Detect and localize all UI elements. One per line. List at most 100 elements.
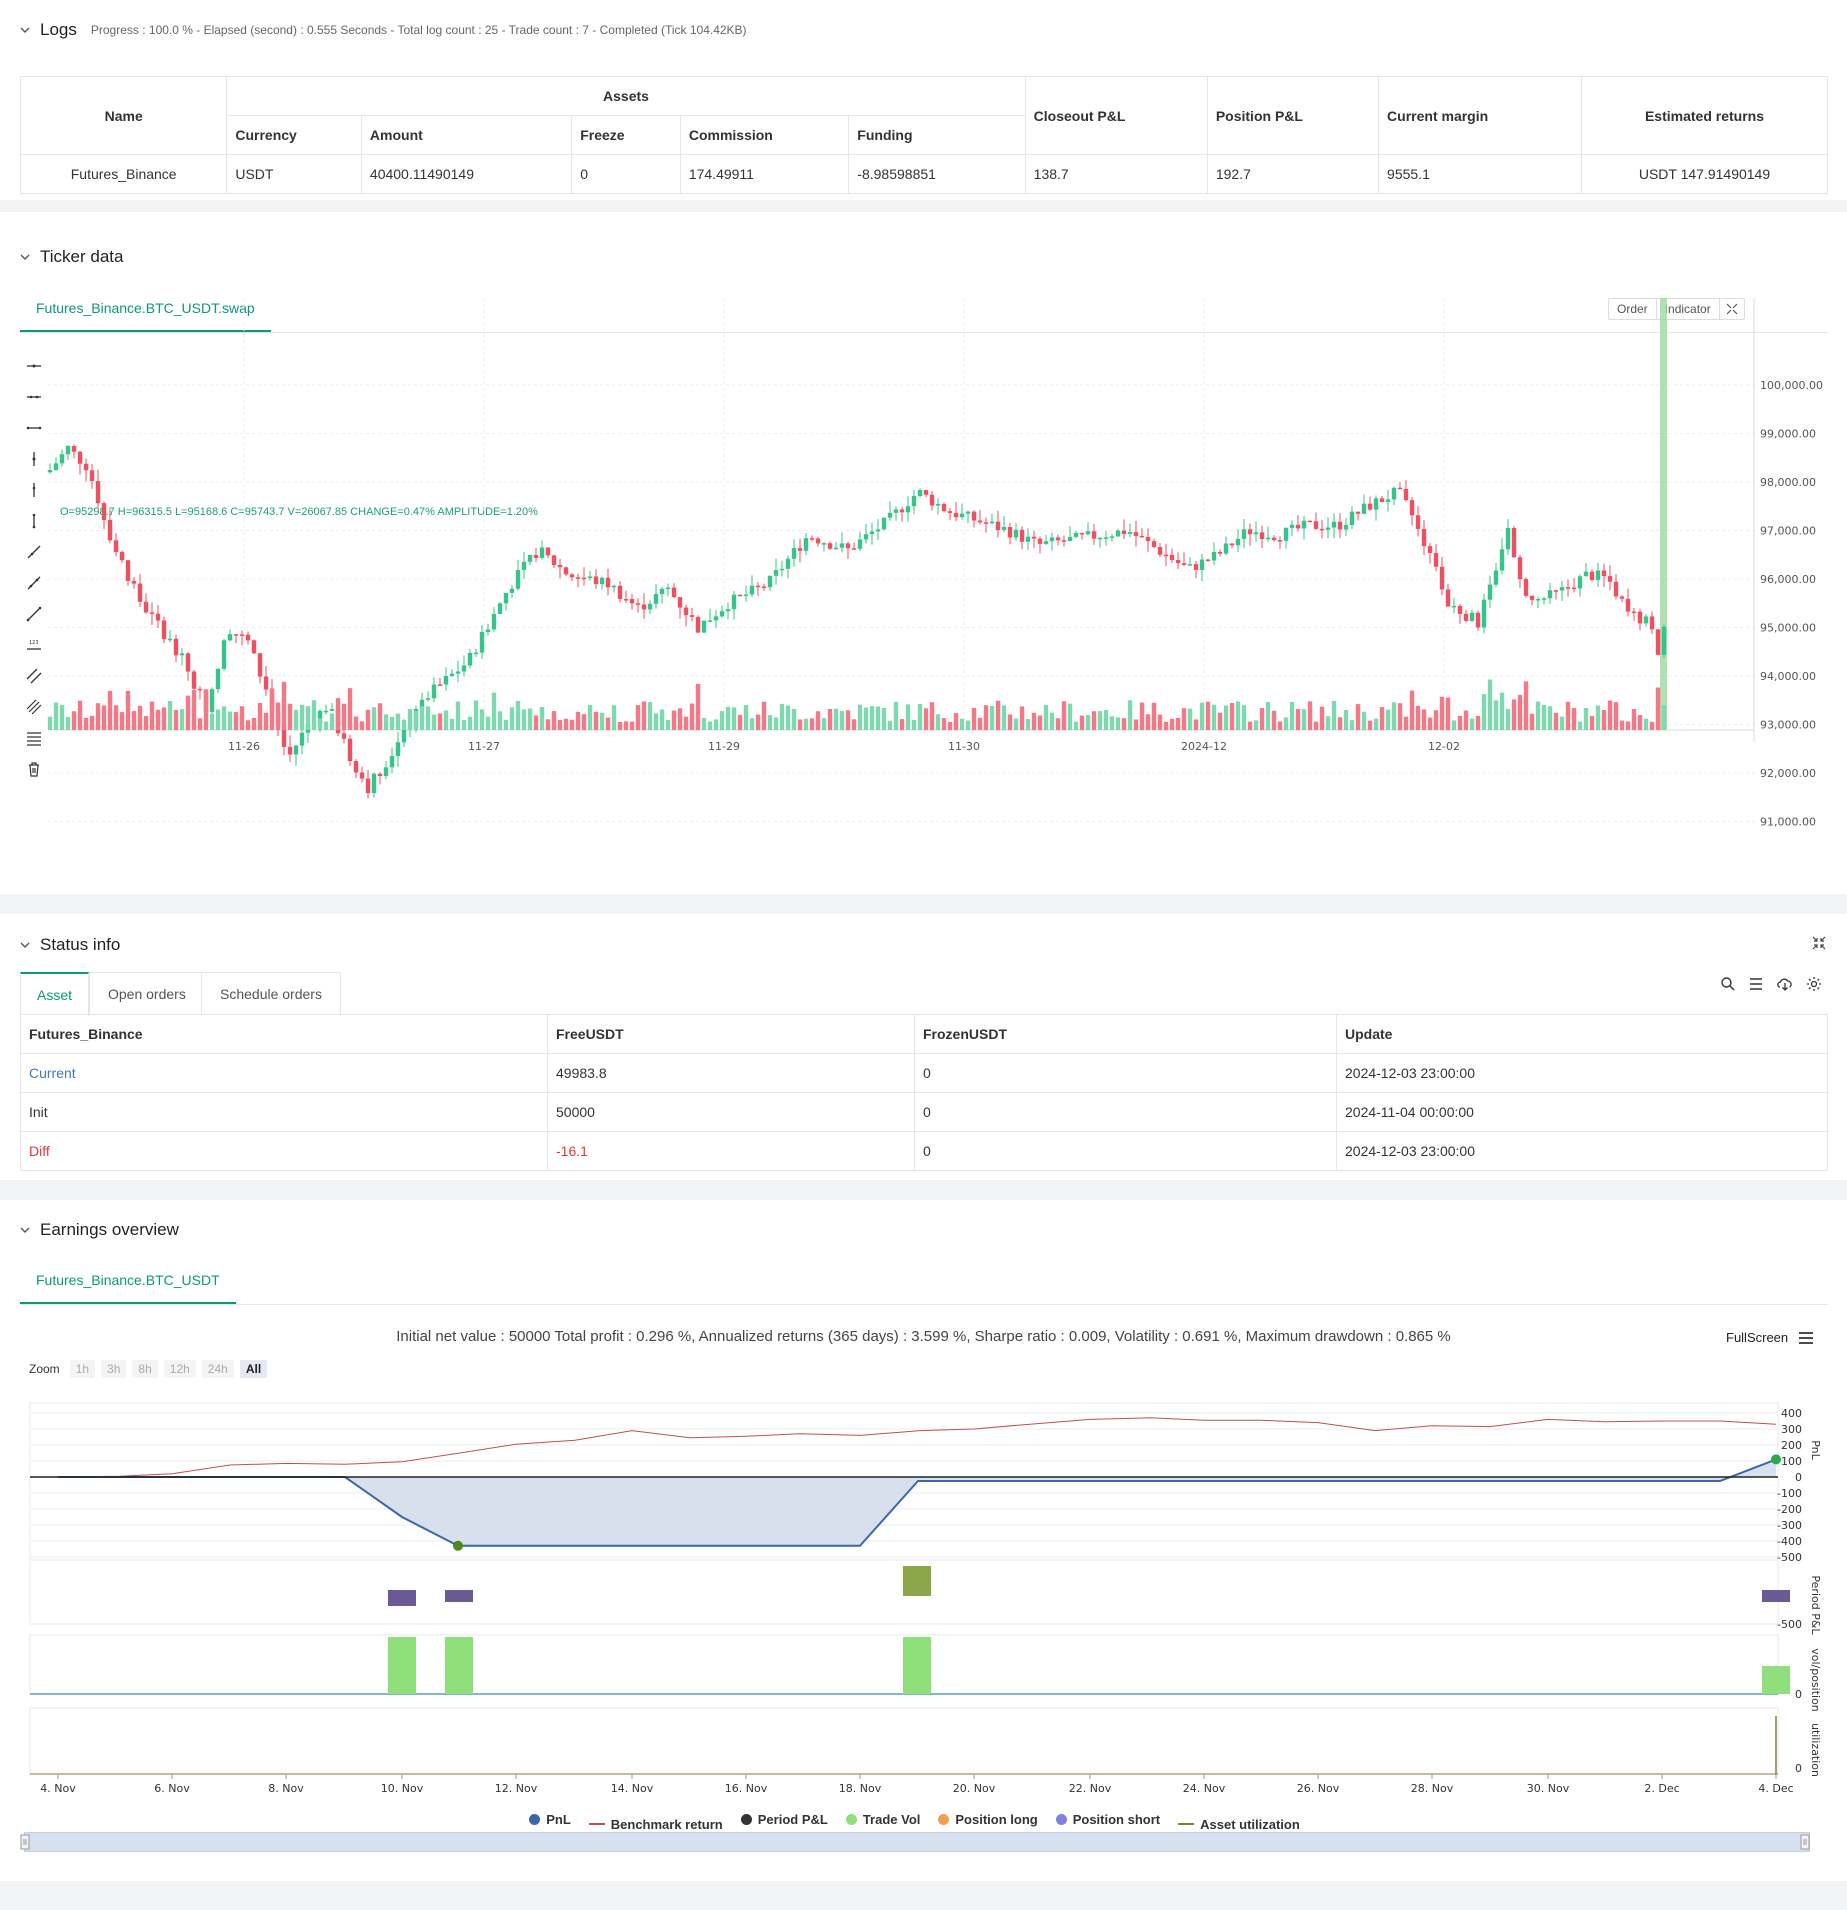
candle-body [455, 671, 461, 674]
candle-body [1637, 611, 1643, 624]
ticker-header[interactable]: Ticker data [20, 242, 123, 272]
trend-ray-icon[interactable] [26, 544, 42, 560]
candle-body [701, 620, 707, 633]
candle-body [1115, 530, 1121, 537]
search-icon[interactable] [1720, 976, 1736, 992]
earnings-header[interactable]: Earnings overview [20, 1215, 179, 1245]
volume-bar [1313, 721, 1319, 730]
tab-btc-usdt-swap[interactable]: Futures_Binance.BTC_USDT.swap [20, 286, 271, 332]
cell-funding: -8.98598851 [848, 154, 1026, 194]
list-icon[interactable] [1748, 976, 1764, 992]
candle-body [905, 506, 911, 513]
indicator-button[interactable]: Indicator [1657, 299, 1720, 319]
parallel-lines-icon[interactable] [26, 668, 42, 684]
volume-bar [1349, 720, 1355, 730]
status-header[interactable]: Status info [20, 930, 120, 960]
tab-asset[interactable]: Asset [20, 972, 90, 1016]
logs-header[interactable]: Logs Progress : 100.0 % - Elapsed (secon… [20, 15, 747, 45]
candle-body [1199, 559, 1205, 570]
earnings-title: Earnings overview [40, 1220, 179, 1239]
col-frozen: FrozenUSDT [914, 1014, 1337, 1054]
legend-item[interactable]: Benchmark return [588, 1817, 723, 1832]
volume-bar [635, 705, 641, 730]
candle-body [869, 531, 875, 535]
legend-item[interactable]: Asset utilization [1178, 1817, 1300, 1832]
candle-body [1025, 536, 1031, 542]
candle-body [83, 463, 89, 471]
candle-body [935, 503, 941, 506]
collapse-icon[interactable] [1812, 936, 1826, 950]
tab-schedule-orders[interactable]: Schedule orders [201, 972, 341, 1015]
date-tick-label: 11-29 [708, 740, 740, 753]
volume-bar [575, 711, 581, 730]
legend-item[interactable]: Position long [938, 1812, 1038, 1827]
horizontal-line-icon[interactable] [26, 389, 42, 405]
table-row: Diff -16.1 0 2024-12-03 23:00:00 [20, 1131, 1828, 1171]
menu-icon[interactable] [1798, 1331, 1814, 1345]
channel-icon[interactable] [26, 699, 42, 715]
candle-body [1391, 487, 1397, 500]
candle-body [509, 588, 515, 593]
volume-bar [1067, 703, 1073, 730]
candle-body [1661, 626, 1667, 655]
order-button[interactable]: Order [1609, 299, 1657, 319]
zoom-1h[interactable]: 1h [69, 1360, 96, 1378]
legend-item[interactable]: Period P&L [740, 1812, 828, 1827]
vertical-segment-icon[interactable] [26, 513, 42, 529]
pnl-line [58, 1458, 1777, 1547]
col-amount: Amount [360, 115, 573, 155]
tab-open-orders[interactable]: Open orders [89, 972, 205, 1015]
trend-segment-icon[interactable] [26, 606, 42, 622]
volume-bar [1091, 711, 1097, 730]
vertical-ray-icon[interactable] [26, 451, 42, 467]
volume-bar [545, 719, 551, 730]
candle-body [1331, 521, 1337, 528]
fibonacci-icon[interactable] [26, 730, 42, 746]
volume-bar [251, 717, 257, 730]
legend-item[interactable]: PnL [529, 1812, 571, 1827]
volume-bar [755, 714, 761, 730]
navigator-scrollbar[interactable] [24, 1832, 1810, 1852]
logs-table: Name Assets Closeout P&L Position P&L Cu… [19, 76, 1829, 194]
horizontal-segment-icon[interactable] [26, 420, 42, 436]
earnings-chart[interactable]: 4003002001000-100-200-300-400-500-50000P… [0, 1390, 1847, 1910]
zoom-3h[interactable]: 3h [101, 1360, 127, 1378]
candle-body [989, 521, 995, 524]
volume-bar [1517, 694, 1523, 730]
volume-bar [947, 721, 953, 730]
candle-body [329, 709, 335, 711]
candlestick-chart[interactable]: 100,000.00 99,000.00 98,000.00 97,000.00 96,… [47, 286, 1828, 829]
trash-icon[interactable] [26, 761, 42, 777]
volume-bar [1385, 709, 1391, 730]
legend-item[interactable]: Trade Vol [845, 1812, 920, 1827]
pnl-tick-label: -100 [1777, 1487, 1802, 1500]
legend-item[interactable]: Position short [1055, 1812, 1160, 1827]
zoom-8h[interactable]: 8h [132, 1360, 158, 1378]
candle-body [1235, 538, 1241, 546]
navigator-right-handle-icon[interactable] [1800, 1834, 1810, 1850]
candle-body [1427, 546, 1433, 553]
zoom-all[interactable]: All [239, 1360, 268, 1378]
price-tick-label: 95,000.00 [1760, 622, 1816, 635]
volume-bar [107, 690, 113, 730]
volume-bar [1361, 711, 1367, 730]
price-label-icon[interactable]: 123 [26, 637, 42, 653]
zoom-12h[interactable]: 12h [163, 1360, 196, 1378]
candle-body [497, 603, 503, 614]
volume-bar [221, 706, 227, 730]
volume-bar [119, 712, 125, 730]
row-label-current[interactable]: Current [20, 1053, 548, 1093]
volume-bar [527, 708, 533, 730]
fullscreen-button[interactable]: FullScreen [1726, 1330, 1789, 1345]
navigator-left-handle-icon[interactable] [20, 1834, 30, 1850]
zoom-24h[interactable]: 24h [201, 1360, 234, 1378]
cloud-download-icon[interactable] [1776, 976, 1794, 992]
vertical-line-icon[interactable] [26, 482, 42, 498]
horizontal-ray-icon[interactable] [26, 358, 42, 374]
trend-line-icon[interactable] [26, 575, 42, 591]
expand-icon[interactable] [1720, 299, 1744, 319]
volume-bar [875, 706, 881, 730]
volume-bar [1397, 703, 1403, 730]
gear-icon[interactable] [1806, 976, 1822, 992]
tab-btc-usdt[interactable]: Futures_Binance.BTC_USDT [20, 1258, 236, 1304]
